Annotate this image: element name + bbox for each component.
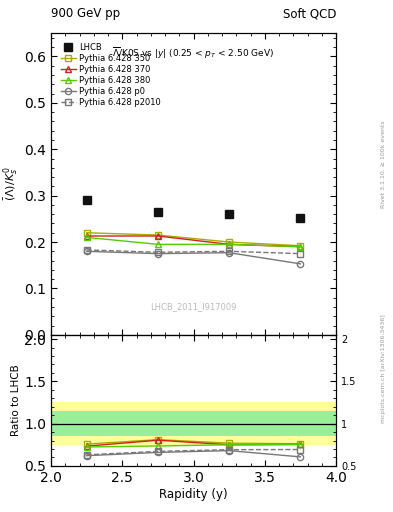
Pythia 6.428 p2010: [227, 248, 231, 254]
Pythia 6.428 350: [156, 232, 160, 238]
Pythia 6.428 370: [298, 244, 303, 250]
LHCB: [227, 211, 231, 217]
Pythia 6.428 350: [84, 230, 89, 236]
LHCB: [156, 209, 160, 215]
Pythia 6.428 380: [84, 234, 89, 241]
Pythia 6.428 380: [298, 244, 303, 250]
Text: Rivet 3.1.10, ≥ 100k events: Rivet 3.1.10, ≥ 100k events: [381, 120, 386, 208]
Pythia 6.428 p0: [84, 248, 89, 254]
Line: Pythia 6.428 380: Pythia 6.428 380: [84, 234, 303, 250]
Pythia 6.428 p2010: [156, 249, 160, 255]
Line: Pythia 6.428 370: Pythia 6.428 370: [84, 233, 303, 250]
Pythia 6.428 380: [156, 241, 160, 247]
Bar: [51, 402, 336, 445]
Line: Pythia 6.428 p2010: Pythia 6.428 p2010: [84, 247, 303, 257]
Legend: LHCB, Pythia 6.428 350, Pythia 6.428 370, Pythia 6.428 380, Pythia 6.428 p0, Pyt: LHCB, Pythia 6.428 350, Pythia 6.428 370…: [58, 40, 163, 110]
Line: LHCB: LHCB: [83, 197, 304, 222]
Pythia 6.428 370: [156, 233, 160, 239]
Pythia 6.428 p0: [227, 250, 231, 256]
Y-axis label: Ratio to LHCB: Ratio to LHCB: [11, 365, 22, 436]
Pythia 6.428 p2010: [84, 247, 89, 253]
LHCB: [298, 215, 303, 221]
Y-axis label: $\bar{(}\Lambda)/K_s^0$: $\bar{(}\Lambda)/K_s^0$: [2, 167, 22, 201]
Pythia 6.428 p0: [156, 250, 160, 257]
Text: mcplots.cern.ch [arXiv:1306.3436]: mcplots.cern.ch [arXiv:1306.3436]: [381, 314, 386, 423]
Text: LHCB_2011_I917009: LHCB_2011_I917009: [151, 302, 237, 311]
Pythia 6.428 p2010: [298, 250, 303, 257]
Line: Pythia 6.428 350: Pythia 6.428 350: [84, 230, 303, 249]
LHCB: [84, 197, 89, 203]
Pythia 6.428 350: [298, 243, 303, 249]
Pythia 6.428 350: [227, 239, 231, 245]
Pythia 6.428 370: [227, 241, 231, 247]
Bar: [51, 411, 336, 436]
Text: $\overline{\Lambda}$/K0S vs $|y|$ (0.25 < $p_T$ < 2.50 GeV): $\overline{\Lambda}$/K0S vs $|y|$ (0.25 …: [112, 46, 275, 60]
Pythia 6.428 370: [84, 233, 89, 239]
Text: 900 GeV pp: 900 GeV pp: [51, 8, 120, 20]
X-axis label: Rapidity (y): Rapidity (y): [159, 487, 228, 501]
Text: Soft QCD: Soft QCD: [283, 8, 336, 20]
Pythia 6.428 380: [227, 241, 231, 247]
Pythia 6.428 p0: [298, 261, 303, 267]
Line: Pythia 6.428 p0: Pythia 6.428 p0: [84, 248, 303, 267]
